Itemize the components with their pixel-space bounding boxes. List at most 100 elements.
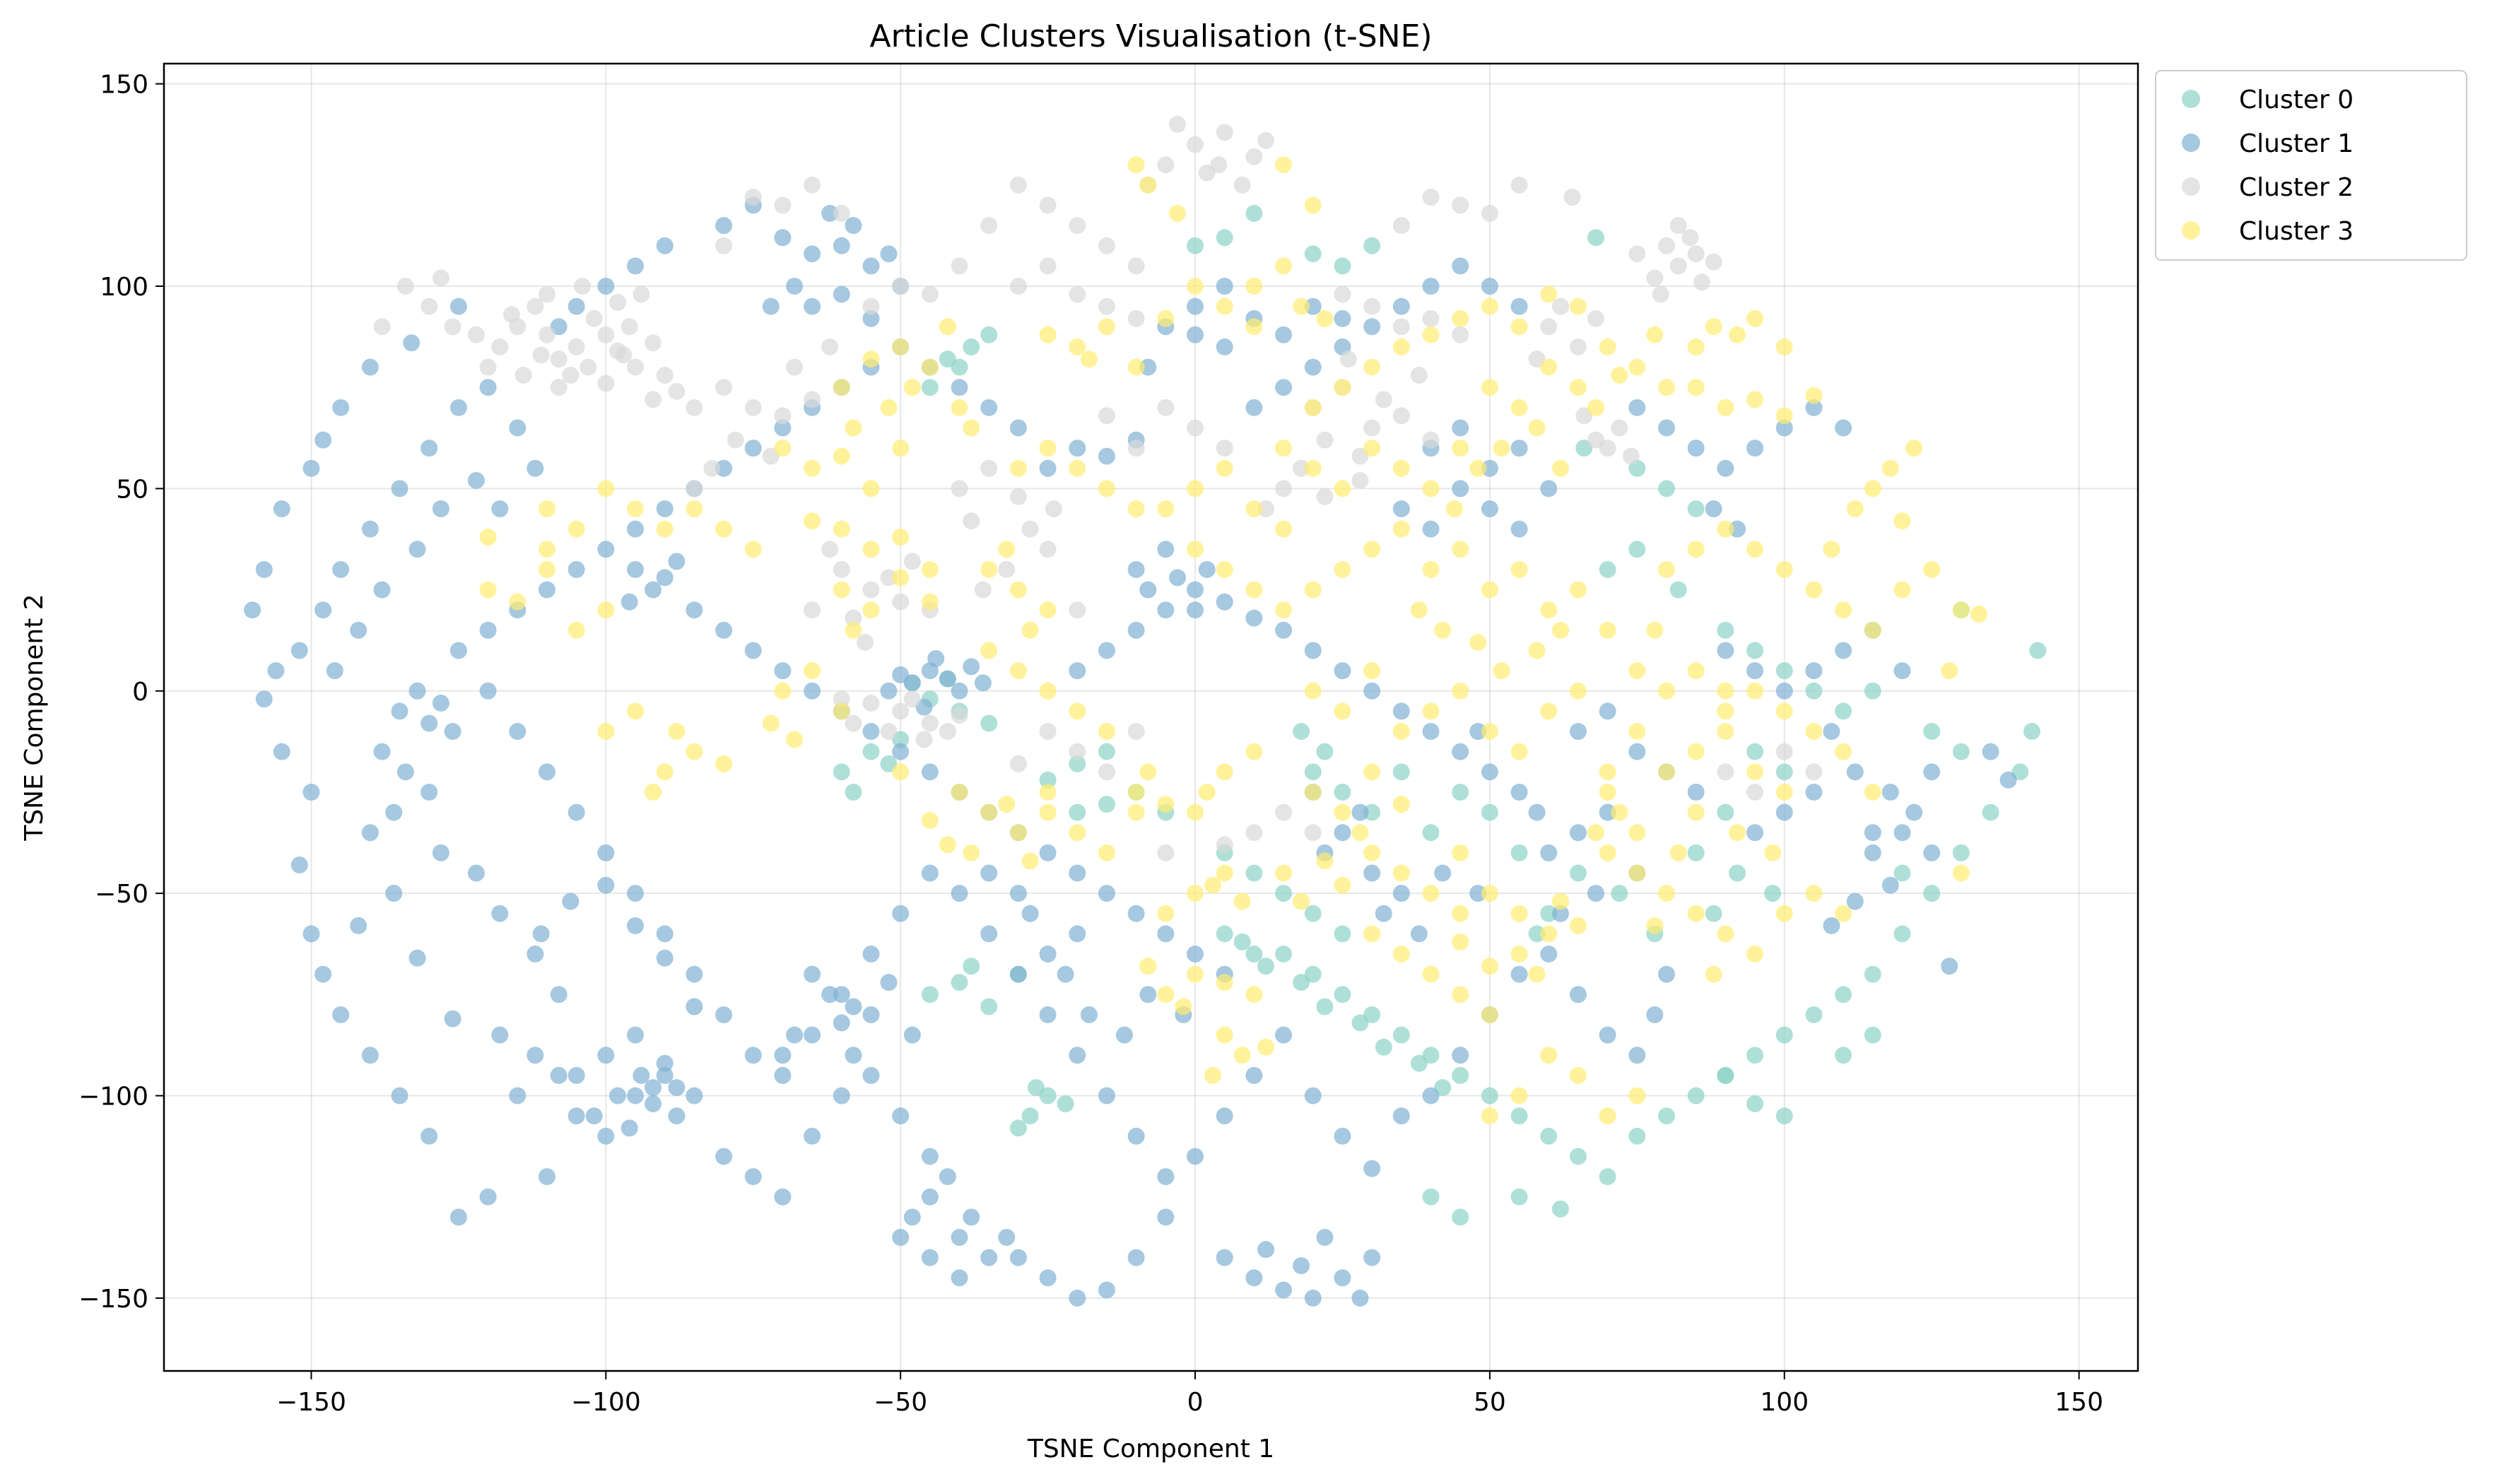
scatter-point: [833, 204, 850, 222]
scatter-point: [1658, 965, 1676, 983]
scatter-point: [980, 803, 998, 821]
scatter-point: [833, 1087, 850, 1105]
scatter-point: [515, 367, 532, 384]
scatter-point: [1717, 925, 1734, 943]
scatter-point: [332, 399, 350, 416]
scatter-point: [1245, 609, 1263, 627]
scatter-point: [1375, 391, 1392, 408]
scatter-point: [1069, 755, 1086, 772]
scatter-point: [880, 974, 898, 991]
scatter-point: [1628, 743, 1646, 760]
scatter-point: [1952, 864, 1970, 882]
scatter-point: [1893, 864, 1911, 882]
scatter-point: [1481, 379, 1498, 396]
scatter-point: [1510, 1087, 1528, 1105]
scatter-point: [1363, 864, 1381, 882]
scatter-point: [479, 1188, 497, 1206]
scatter-point: [786, 278, 804, 295]
scatter-point: [1021, 905, 1039, 922]
scatter-point: [1039, 541, 1057, 558]
scatter-point: [1628, 399, 1646, 416]
scatter-point: [1316, 431, 1334, 449]
scatter-point: [1569, 1148, 1587, 1165]
scatter-point: [1587, 229, 1604, 247]
scatter-point: [1216, 1026, 1233, 1044]
scatter-point: [1551, 459, 1569, 477]
scatter-point: [1881, 783, 1899, 801]
scatter-point: [1717, 763, 1734, 781]
scatter-point: [1422, 965, 1440, 983]
scatter-point: [1410, 367, 1428, 384]
scatter-point: [1293, 298, 1310, 315]
scatter-point: [1334, 310, 1351, 327]
scatter-point: [1611, 419, 1628, 437]
scatter-point: [626, 917, 644, 934]
scatter-point: [1363, 1160, 1381, 1177]
scatter-point: [1187, 946, 1204, 963]
scatter-point: [703, 459, 721, 477]
scatter-point: [1392, 864, 1410, 882]
scatter-point: [1445, 500, 1463, 518]
scatter-point: [963, 658, 980, 676]
scatter-point: [491, 500, 509, 518]
scatter-point: [1127, 440, 1145, 457]
scatter-point: [1304, 358, 1322, 376]
scatter-point: [1009, 459, 1027, 477]
scatter-point: [892, 666, 910, 683]
scatter-point: [921, 812, 939, 830]
scatter-point: [927, 649, 945, 667]
scatter-point: [862, 946, 880, 963]
scatter-point: [1098, 723, 1115, 741]
scatter-point: [1999, 771, 2017, 789]
scatter-point: [980, 998, 998, 1015]
scatter-point: [538, 763, 556, 781]
scatter-point: [615, 346, 633, 364]
scatter-point: [744, 1168, 762, 1186]
scatter-point: [1009, 824, 1027, 842]
scatter-point: [1334, 783, 1351, 801]
scatter-point: [1658, 419, 1676, 437]
scatter-point: [1422, 824, 1440, 842]
scatter-point: [467, 471, 485, 489]
scatter-point: [1392, 946, 1410, 963]
scatter-point: [568, 298, 585, 315]
scatter-point: [774, 662, 792, 680]
scatter-point: [1363, 662, 1381, 680]
scatter-point: [479, 682, 497, 700]
scatter-point: [903, 1026, 921, 1044]
scatter-point: [1069, 824, 1086, 842]
scatter-point: [656, 1054, 674, 1072]
scatter-point: [1658, 885, 1676, 902]
scatter-point: [1599, 621, 1616, 639]
scatter-point: [686, 399, 703, 416]
scatter-point: [373, 318, 391, 336]
scatter-point: [1392, 885, 1410, 902]
scatter-point: [1551, 298, 1569, 315]
legend-label: Cluster 0: [2239, 86, 2354, 114]
scatter-point: [804, 1127, 821, 1145]
scatter-point: [804, 1026, 821, 1044]
scatter-point: [1204, 876, 1222, 894]
scatter-point: [1210, 156, 1228, 174]
scatter-point: [2029, 642, 2047, 659]
scatter-point: [903, 553, 921, 570]
scatter-point: [1923, 763, 1941, 781]
scatter-point: [597, 723, 615, 741]
scatter-point: [1275, 601, 1293, 619]
scatter-point: [244, 601, 262, 619]
scatter-point: [1069, 338, 1086, 355]
scatter-point: [1275, 257, 1293, 275]
scatter-point: [1245, 278, 1263, 295]
scatter-point: [1923, 560, 1941, 578]
scatter-point: [2023, 723, 2040, 741]
y-tick-label: −100: [78, 1083, 148, 1112]
scatter-point: [1452, 440, 1469, 457]
scatter-point: [845, 609, 862, 627]
scatter-point: [1216, 763, 1233, 781]
scatter-point: [1098, 763, 1115, 781]
y-tick-label: −150: [78, 1285, 148, 1314]
scatter-point: [1835, 905, 1852, 922]
scatter-point: [857, 634, 874, 652]
x-tick-label: −150: [276, 1388, 346, 1417]
